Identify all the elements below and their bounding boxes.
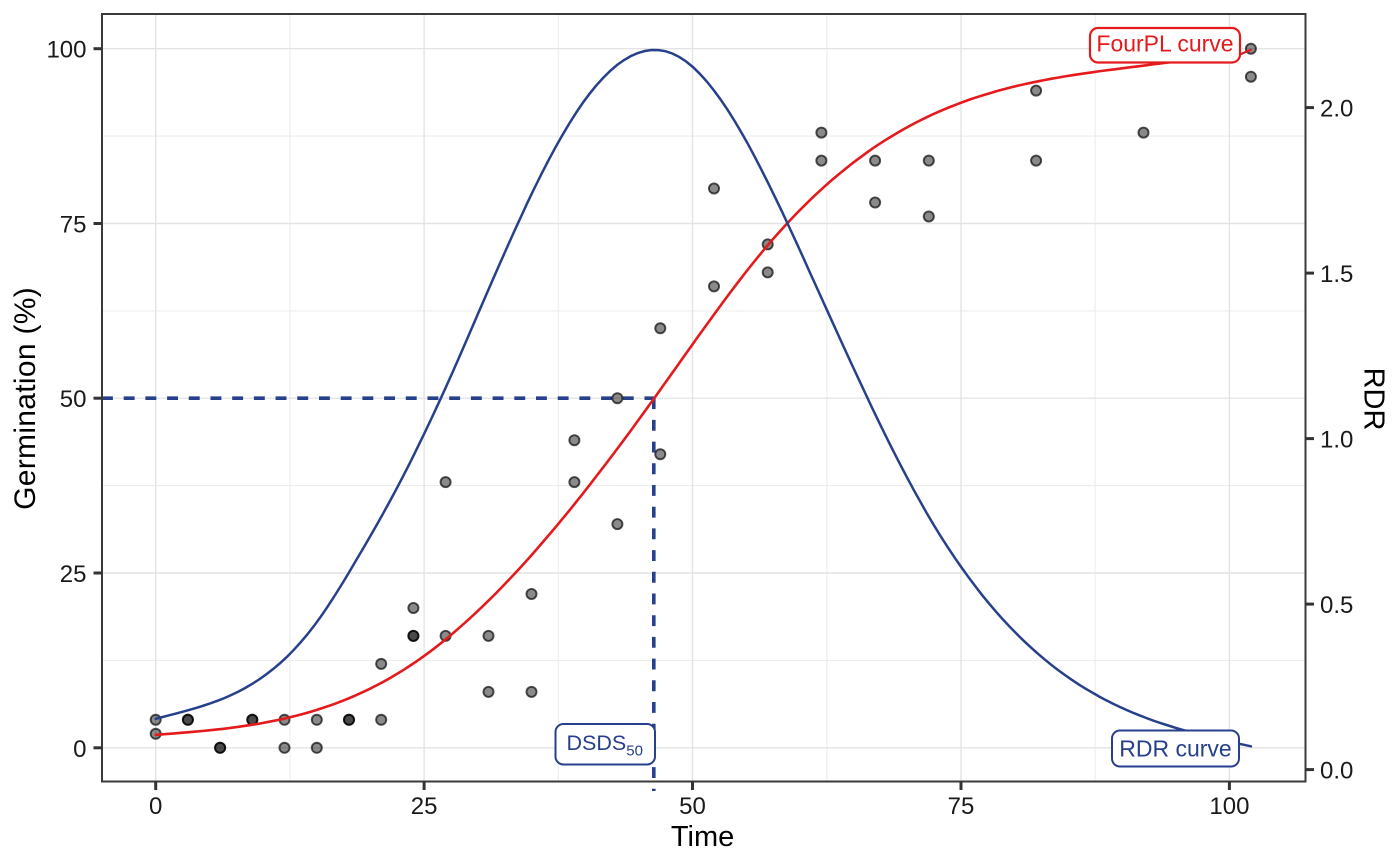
svg-text:0.0: 0.0 — [1320, 758, 1353, 785]
svg-text:0.5: 0.5 — [1320, 592, 1353, 619]
svg-text:Time: Time — [671, 821, 734, 853]
svg-text:50: 50 — [60, 386, 87, 413]
svg-text:100: 100 — [1209, 793, 1249, 820]
svg-text:100: 100 — [46, 37, 86, 64]
svg-text:RDR curve: RDR curve — [1119, 736, 1231, 762]
svg-text:1.5: 1.5 — [1320, 261, 1353, 288]
svg-text:50: 50 — [679, 793, 706, 820]
svg-text:0: 0 — [73, 736, 86, 763]
svg-text:2.0: 2.0 — [1320, 96, 1353, 123]
svg-text:RDR: RDR — [1358, 368, 1390, 431]
svg-text:75: 75 — [948, 793, 975, 820]
svg-text:FourPL curve: FourPL curve — [1096, 31, 1233, 57]
svg-text:25: 25 — [411, 793, 438, 820]
svg-text:75: 75 — [60, 212, 87, 239]
svg-text:Germination (%): Germination (%) — [9, 287, 42, 510]
svg-text:0: 0 — [149, 793, 162, 820]
svg-text:1.0: 1.0 — [1320, 427, 1353, 454]
svg-text:25: 25 — [60, 561, 87, 588]
